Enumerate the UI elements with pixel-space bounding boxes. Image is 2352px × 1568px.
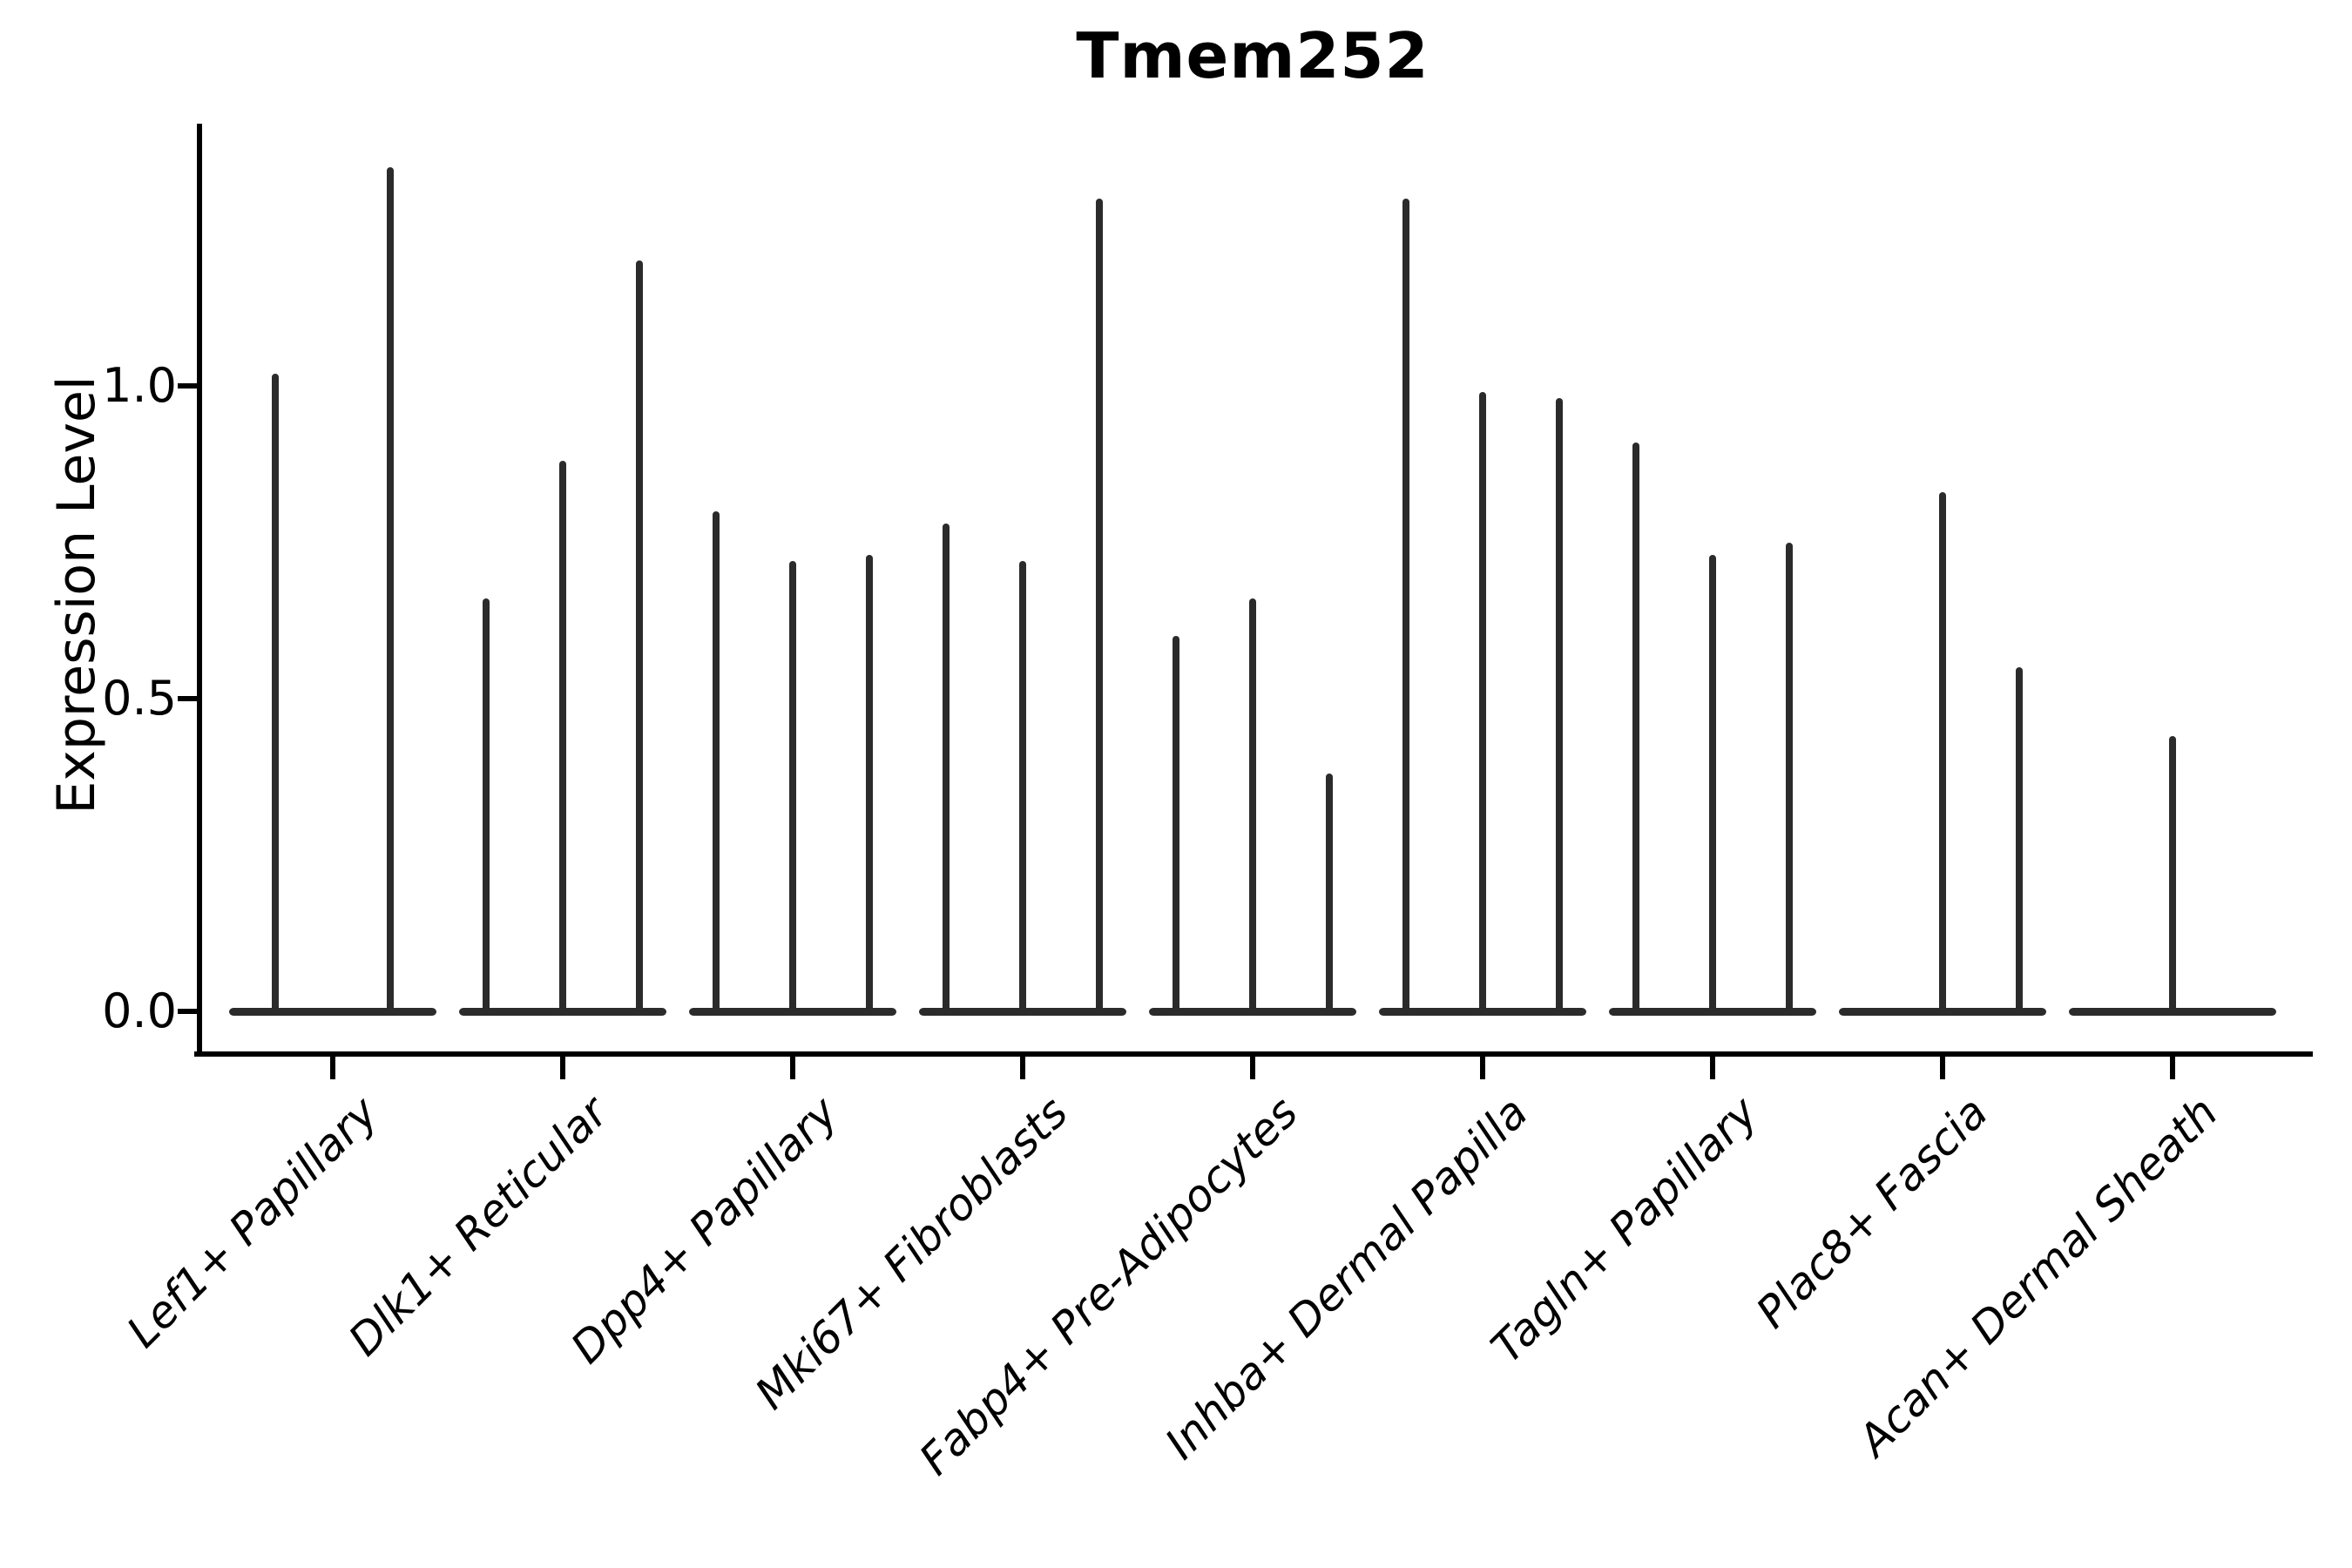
violin-spike xyxy=(1786,542,1793,1011)
violin-spike xyxy=(1632,442,1639,1011)
violin-spike xyxy=(713,510,720,1011)
x-tick-mark xyxy=(1250,1057,1255,1079)
violin-spike xyxy=(636,260,643,1011)
x-tick-label: Dlk1+ Reticular xyxy=(339,1086,618,1366)
violin-spike xyxy=(1479,392,1486,1011)
violin-base xyxy=(1609,1007,1816,1016)
x-tick-label: Dpp4+ Papillary xyxy=(561,1086,848,1374)
x-tick-mark xyxy=(1480,1057,1485,1079)
x-tick-mark xyxy=(2170,1057,2175,1079)
violin-spike xyxy=(943,523,950,1011)
violin-spike xyxy=(1939,492,1946,1011)
x-tick-label: Tagln+ Papillary xyxy=(1481,1086,1767,1373)
y-axis-label: Expression Level xyxy=(46,375,107,814)
y-tick-mark xyxy=(178,1009,197,1014)
violin-spike xyxy=(272,373,279,1011)
x-tick-mark xyxy=(790,1057,795,1079)
y-tick-label: 1.0 xyxy=(102,358,177,413)
violin-spike xyxy=(1402,198,1409,1011)
x-tick-mark xyxy=(1710,1057,1715,1079)
x-tick-label: Acan+ Dermal Sheath xyxy=(1848,1086,2227,1466)
violin-spike xyxy=(2169,736,2176,1011)
y-axis-line xyxy=(197,124,202,1057)
violin-spike xyxy=(1326,774,1333,1011)
y-tick-mark xyxy=(178,696,197,701)
x-axis-line xyxy=(194,1051,2313,1057)
violin-spike xyxy=(789,561,796,1011)
violin-base xyxy=(919,1007,1126,1016)
x-tick-label: Mki67+ Fibroblasts xyxy=(745,1086,1078,1419)
violin-spike xyxy=(1556,398,1563,1011)
violin-base xyxy=(459,1007,666,1016)
x-tick-mark xyxy=(560,1057,565,1079)
violin-spike xyxy=(1173,636,1179,1011)
violin-spike xyxy=(483,598,490,1011)
violin-spike xyxy=(1709,554,1716,1011)
violin-base xyxy=(689,1007,896,1016)
violin-base xyxy=(1379,1007,1586,1016)
x-tick-mark xyxy=(1940,1057,1945,1079)
y-tick-mark xyxy=(178,383,197,389)
violin-spike xyxy=(559,461,566,1011)
x-tick-mark xyxy=(1020,1057,1025,1079)
violin-base xyxy=(229,1007,436,1016)
violin-spike xyxy=(866,554,873,1011)
y-tick-label: 0.5 xyxy=(102,671,177,726)
violin-base xyxy=(1149,1007,1356,1016)
x-tick-mark xyxy=(330,1057,335,1079)
violin-spike xyxy=(2016,667,2023,1011)
y-tick-label: 0.0 xyxy=(102,983,177,1038)
violin-base xyxy=(1839,1007,2046,1016)
violin-spike xyxy=(1096,198,1103,1011)
violin-spike xyxy=(1019,561,1026,1011)
x-tick-label: Fabp4+ Pre-Adipocytes xyxy=(909,1086,1308,1485)
chart-title: Tmem252 xyxy=(1076,19,1429,92)
x-tick-label: Inhba+ Dermal Papilla xyxy=(1155,1086,1538,1470)
violin-spike xyxy=(1249,598,1256,1011)
violin-base xyxy=(2069,1007,2276,1016)
violin-spike xyxy=(387,166,394,1011)
x-tick-label: Plac8+ Fascia xyxy=(1746,1086,1997,1338)
